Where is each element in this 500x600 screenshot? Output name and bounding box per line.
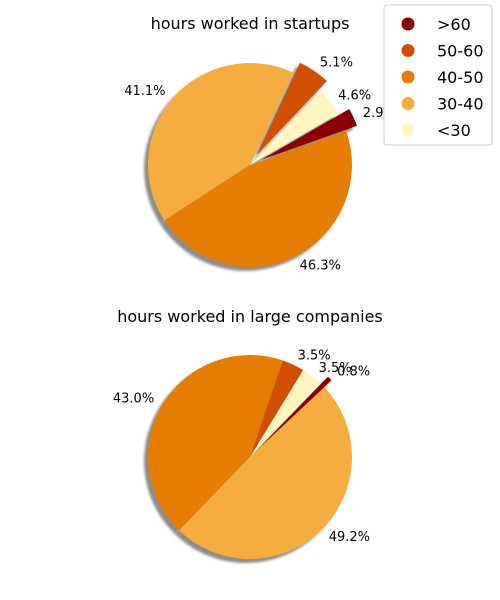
legend-marker <box>401 17 415 31</box>
slice-label-underto-30: 3.5% <box>319 361 352 376</box>
chart-title-startups: hours worked in startups <box>151 14 350 33</box>
legend-frame <box>383 4 493 146</box>
slice-label-overto-60: 0.8% <box>337 364 370 379</box>
legend-item-30to-40: 30-40 <box>401 95 484 114</box>
legend-label: 40-50 <box>437 68 484 87</box>
legend: >60 50-60 40-50 30-40 <30 <box>383 4 493 146</box>
slice-label-30to-40: 41.1% <box>124 84 165 99</box>
pie-slices-large-companies <box>147 354 352 559</box>
legend-item-overto-60: >60 <box>401 15 471 34</box>
legend-item-40to-50: 40-50 <box>401 68 484 87</box>
pie-slice-overto-60 <box>260 108 358 160</box>
pie-slice-40to-50 <box>147 354 283 531</box>
slice-label-underto-30: 4.6% <box>338 89 371 104</box>
pie-slice-40to-50 <box>164 130 352 267</box>
legend-marker <box>401 70 415 84</box>
pie-labels-large-companies: 3.5%3.5% 43.0% 49.2% 0.8% <box>113 348 370 545</box>
slice-label-50to-60: 3.5% <box>298 348 331 363</box>
legend-marker <box>401 44 415 57</box>
legend-marker <box>401 123 415 137</box>
pie-chart-large-companies: hours worked in large companies 3.5%3.5%… <box>113 307 383 563</box>
legend-label: <30 <box>437 121 471 140</box>
pie-slice-50to-60 <box>256 62 327 156</box>
legend-marker <box>401 97 415 110</box>
pie-chart-startups: hours worked in startups 4.6% 5.1% 41.1% 46… <box>124 14 396 274</box>
chart-title-large-companies: hours worked in large companies <box>117 307 383 326</box>
pie-labels-startups: 4.6%5.1%41.1%46.3%2.9% <box>124 55 396 273</box>
legend-item-underto-30: <30 <box>401 121 471 140</box>
slice-label-30to-40: 49.2% <box>329 530 370 545</box>
legend-item-50to-60: 50-60 <box>401 42 484 61</box>
pie-slice-30to-40 <box>179 387 352 559</box>
legend-label: 30-40 <box>437 95 484 114</box>
pie-slice-underto-30 <box>250 369 321 457</box>
legend-label: 50-60 <box>437 42 484 61</box>
pie-slice-30to-40 <box>148 63 294 221</box>
legend-label: >60 <box>437 15 471 34</box>
pie-slice-50to-60 <box>250 360 304 457</box>
pie-slice-overto-60 <box>257 376 332 450</box>
pie-slices-startups <box>148 62 358 267</box>
slice-label-50to-60: 5.1% <box>320 55 353 70</box>
slice-label-40to-50: 43.0% <box>113 392 154 407</box>
pie-slice-underto-30 <box>250 90 339 165</box>
slice-label-40to-50: 46.3% <box>300 259 341 274</box>
